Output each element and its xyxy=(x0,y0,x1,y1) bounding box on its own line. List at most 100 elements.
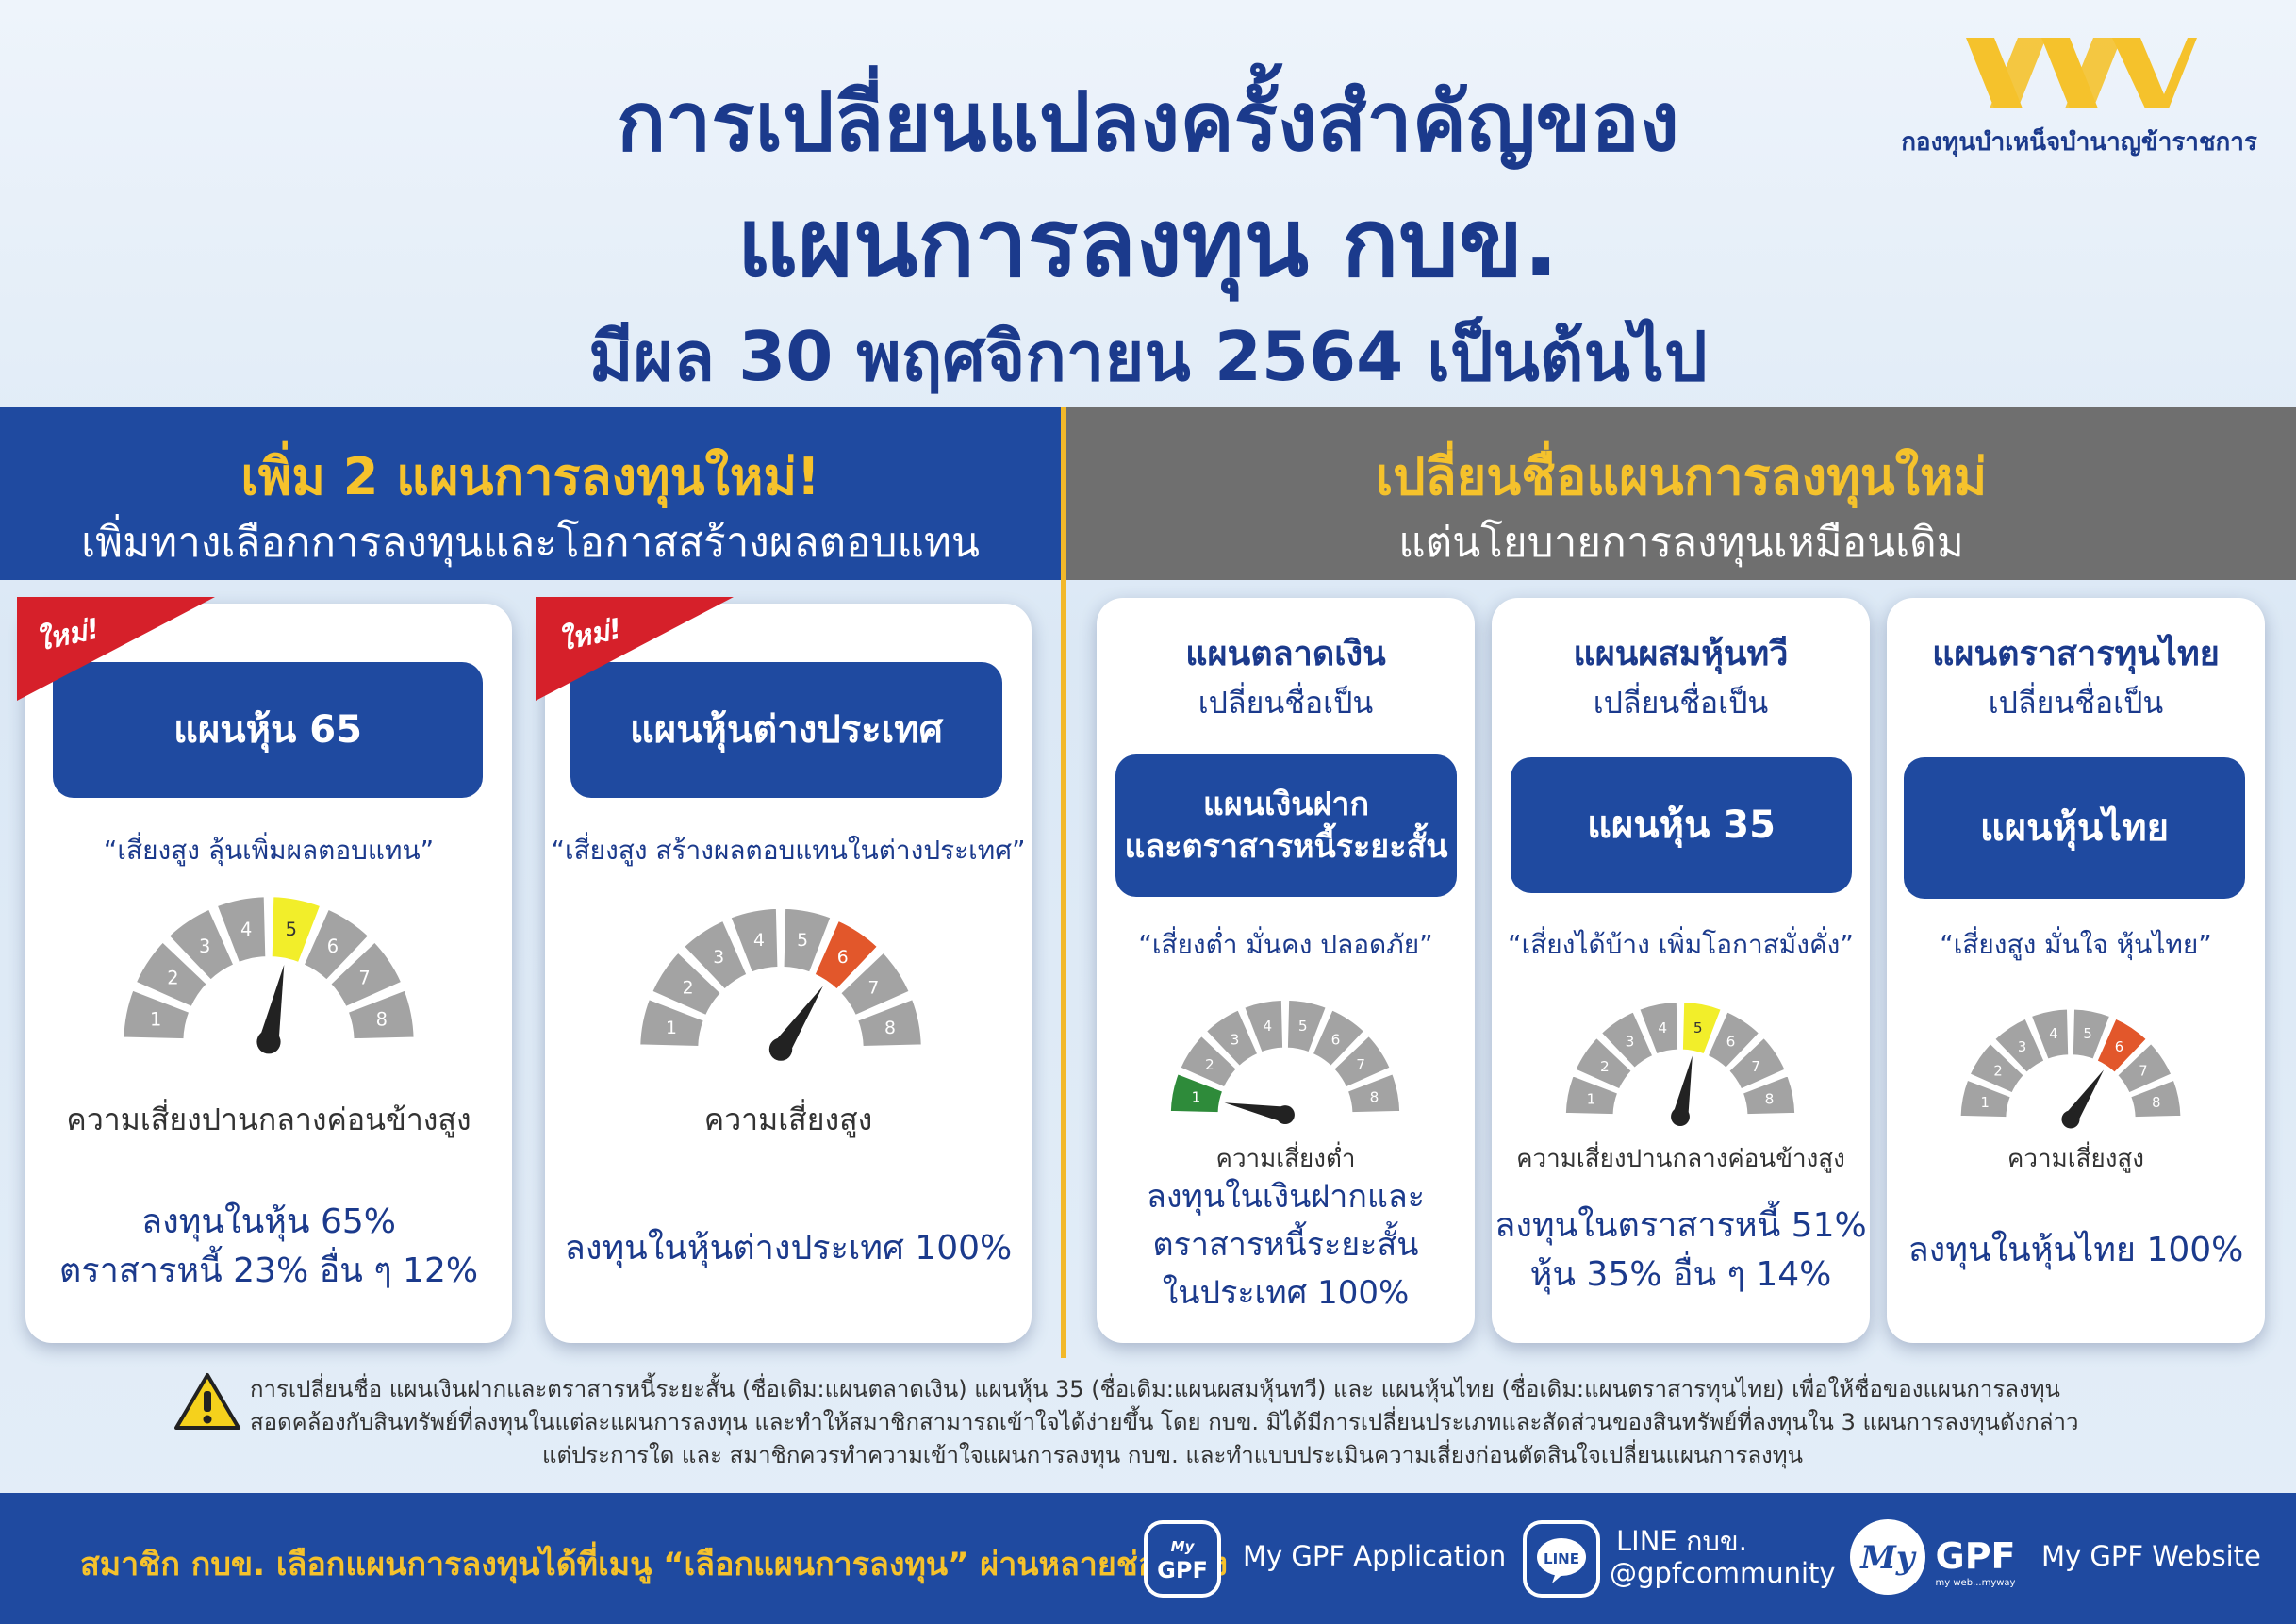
gauge-segment-7 xyxy=(1331,1034,1393,1090)
gauge-level-label: 2 xyxy=(1993,1064,2002,1080)
renamed-plans-heading: เปลี่ยนชื่อแผนการลงทุนใหม่ xyxy=(1375,447,1988,506)
gauge-hub xyxy=(1671,1107,1690,1126)
allocation-line: ลงทุนในหุ้นต่างประเทศ 100% xyxy=(564,1229,1013,1268)
notice-text: การเปลี่ยนชื่อ แผนเงินฝากและตราสารหนี้ระ… xyxy=(250,1373,2155,1471)
gauge-level-label: 5 xyxy=(1693,1019,1703,1036)
gauge-level-label: 7 xyxy=(1751,1058,1760,1075)
gauge-level-label: 8 xyxy=(1765,1091,1775,1108)
gauge-needle xyxy=(772,986,823,1055)
gauge-level-label: 2 xyxy=(1205,1056,1214,1073)
gauge-needle xyxy=(2064,1069,2105,1124)
allocation-line: ตราสารหนี้ 23% อื่น ๆ 12% xyxy=(58,1251,479,1291)
gauge-segment-2 xyxy=(133,938,210,1010)
gauge-level-label: 5 xyxy=(286,919,297,940)
gauge-level-label: 1 xyxy=(666,1019,677,1038)
notice-line: สอดคล้องกับสินทรัพย์ที่ลงทุนในแต่ละแผนกา… xyxy=(250,1408,2079,1435)
allocation-line: ลงทุนในเงินฝากและ xyxy=(1146,1178,1425,1216)
gauge-level-label: 3 xyxy=(1626,1033,1635,1050)
gauge-segment-6 xyxy=(301,906,372,984)
risk-label: ความเสี่ยงปานกลางค่อนข้างสูง xyxy=(1516,1145,1845,1173)
logo-text: กองทุนบำเหน็จบำนาญข้าราชการ xyxy=(1901,128,2257,157)
line-handle: @gpfcommunity xyxy=(1610,1557,1836,1589)
my-gpf-app-icon: My GPF xyxy=(1144,1520,1221,1598)
gauge-level-label: 6 xyxy=(327,936,339,957)
allocation-line: ลงทุนในหุ้นไทย 100% xyxy=(1908,1231,2244,1269)
gauge-hub xyxy=(1276,1105,1295,1124)
gauge-level-label: 8 xyxy=(884,1019,896,1038)
risk-label: ความเสี่ยงต่ำ xyxy=(1215,1145,1356,1173)
notice-line: การเปลี่ยนชื่อ แผนเงินฝากและตราสารหนี้ระ… xyxy=(250,1376,2060,1402)
app-icon-text: GPF xyxy=(1157,1557,1208,1583)
gauge-level-label: 8 xyxy=(2152,1095,2160,1111)
line-icon: LINE xyxy=(1523,1520,1600,1598)
gauge-level-label: 5 xyxy=(1298,1018,1308,1035)
gauge-level-label: 3 xyxy=(199,936,210,957)
gauge-segment-2 xyxy=(1573,1036,1634,1092)
gauge-segment-5 xyxy=(2071,1007,2112,1062)
warning-icon xyxy=(174,1373,240,1430)
allocation-text: ลงทุนในหุ้นต่างประเทศ 100% xyxy=(545,1224,1032,1273)
old-plan-name: แผนตราสารทุนไทย xyxy=(1932,635,2220,673)
new-plans-subheading: เพิ่มทางเลือกการลงทุนและโอกาสสร้างผลตอบแ… xyxy=(81,519,980,567)
gauge-segment-4 xyxy=(214,894,269,966)
gauge-level-label: 1 xyxy=(1981,1095,1990,1111)
gauge-segment-8 xyxy=(2128,1078,2183,1119)
plan-quote: “เสี่ยงสูง สร้างผลตอบแทนในต่างประเทศ” xyxy=(551,835,1026,866)
my-gpf-website-label: My GPF Website xyxy=(2041,1540,2261,1572)
plan-card-stock35: แผนผสมหุ้นทวี เปลี่ยนชื่อเป็น แผนหุ้น 35… xyxy=(1492,598,1870,1343)
gauge-level-label: 2 xyxy=(1600,1058,1610,1075)
line-link[interactable]: LINE LINE กบข. @gpfcommunity xyxy=(1522,1519,1836,1599)
renamed-plans-banner: เปลี่ยนชื่อแผนการลงทุนใหม่ แต่นโยบายการล… xyxy=(1066,407,2296,580)
gauge-level-label: 7 xyxy=(1356,1056,1365,1073)
gauge-segment-8 xyxy=(1741,1073,1797,1117)
gauge-segment-6 xyxy=(1311,1007,1366,1069)
gauge-segment-4 xyxy=(2029,1007,2071,1062)
web-logo-gpf: GPF xyxy=(1936,1535,2016,1577)
new-plan-name: แผนหุ้นไทย xyxy=(1904,757,2245,899)
gauge-segment-1 xyxy=(637,996,707,1049)
gauge-hub xyxy=(256,1030,281,1054)
my-gpf-app-link[interactable]: My GPF My GPF Application xyxy=(1143,1519,1506,1599)
gauge-level-label: 4 xyxy=(753,931,765,951)
my-gpf-website-link[interactable]: My GPF my web...myway My GPF Website xyxy=(1848,1519,2261,1599)
gauge-level-label: 4 xyxy=(1658,1019,1667,1036)
section-divider xyxy=(1061,407,1066,1358)
gauge-segment-6 xyxy=(812,918,881,993)
rename-subtitle: เปลี่ยนชื่อเป็น xyxy=(1988,685,2164,721)
web-logo-my: My xyxy=(1859,1539,1917,1577)
risk-label: ความเสี่ยงสูง xyxy=(703,1102,873,1137)
allocation-line: ตราสารหนี้ระยะสั้น xyxy=(1152,1226,1419,1264)
gauge-segment-3 xyxy=(166,906,237,984)
gauge-segment-1 xyxy=(121,987,192,1042)
old-plan-name: แผนผสมหุ้นทวี xyxy=(1573,635,1789,673)
risk-label: ความเสี่ยงสูง xyxy=(2007,1145,2144,1173)
footer-message: สมาชิก กบข. เลือกแผนการลงทุนได้ที่เมนู “… xyxy=(80,1546,1229,1583)
gauge-segment-7 xyxy=(327,938,405,1010)
new-ribbon-icon xyxy=(17,597,215,701)
gauge-segment-3 xyxy=(1599,1009,1655,1070)
gauge-segment-2 xyxy=(1968,1041,2026,1095)
gauge-level-label: 2 xyxy=(167,968,178,989)
new-plan-name: แผนเงินฝาก และตราสารหนี้ระยะสั้น xyxy=(1115,754,1457,897)
gauge-level-label: 8 xyxy=(1370,1089,1379,1106)
gauge-needle xyxy=(1224,1102,1287,1123)
renamed-plans-subheading: แต่นโยบายการลงทุนเหมือนเดิม xyxy=(1398,519,1964,567)
gauge-segment-3 xyxy=(1992,1016,2047,1075)
gauge-level-label: 4 xyxy=(240,919,252,940)
gauge-level-label: 6 xyxy=(2115,1039,2123,1055)
gauge-level-label: 3 xyxy=(2018,1039,2026,1055)
plan-name: แผนหุ้น 65 xyxy=(53,662,483,798)
gauge-level-label: 1 xyxy=(1192,1089,1201,1106)
new-ribbon-icon xyxy=(536,597,734,701)
gauge-needle xyxy=(258,965,285,1044)
gauge-segment-7 xyxy=(1726,1036,1788,1092)
gauge-segment-1 xyxy=(1958,1078,2013,1119)
gauge-segment-7 xyxy=(837,950,913,1019)
gauge-segment-8 xyxy=(1346,1071,1402,1115)
gauge-level-label: 7 xyxy=(867,978,879,998)
allocation-line: หุ้น 35% อื่น ๆ 14% xyxy=(1529,1255,1832,1295)
gauge-segment-8 xyxy=(854,996,924,1049)
